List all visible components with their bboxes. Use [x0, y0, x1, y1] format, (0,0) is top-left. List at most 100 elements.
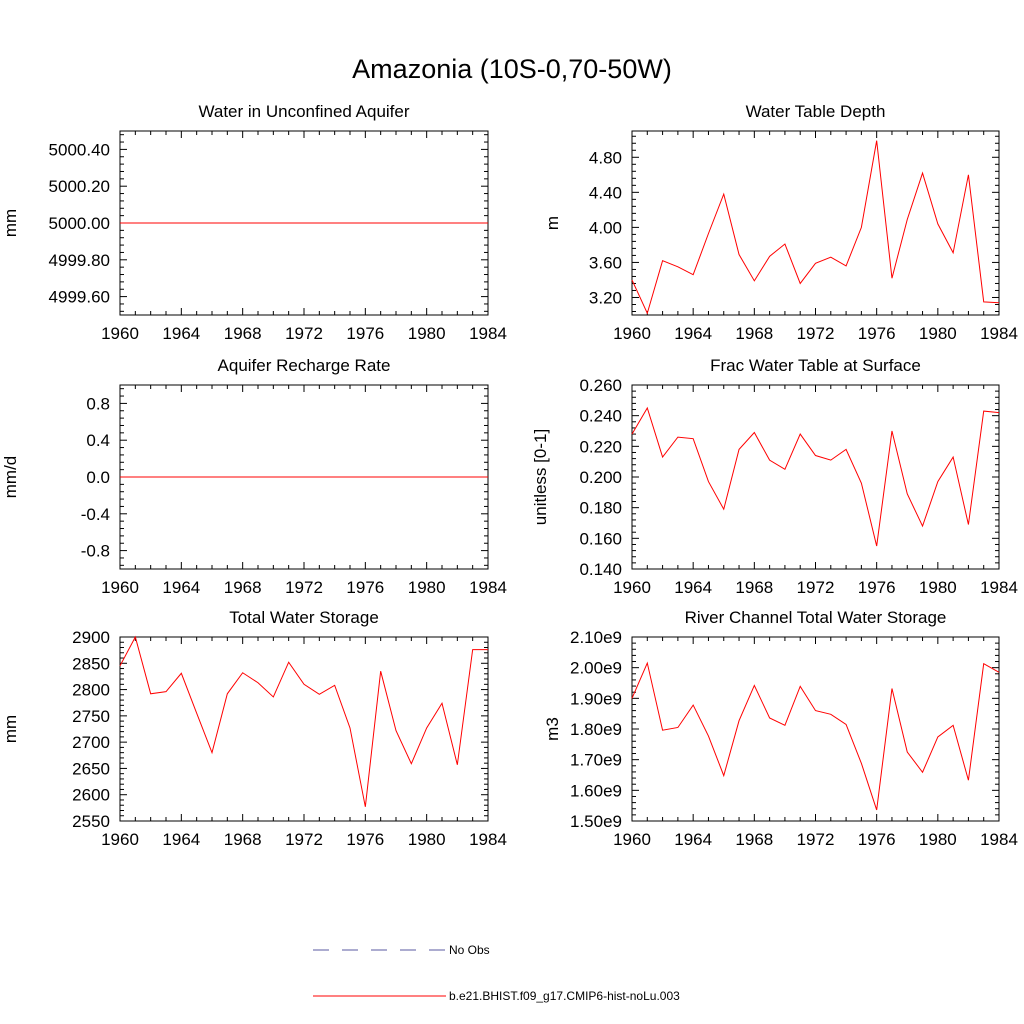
x-tick-label: 1984 — [469, 324, 507, 343]
x-tick-label: 1976 — [346, 830, 384, 849]
y-tick-label: 5000.00 — [49, 214, 110, 233]
x-tick-label: 1980 — [408, 324, 446, 343]
x-tick-label: 1976 — [346, 578, 384, 597]
x-tick-label: 1960 — [101, 830, 139, 849]
panel-water-in-unconfined-aquifer: Water in Unconfined Aquifer mm 1960 1964 196… — [1, 102, 507, 343]
x-tick-label: 1972 — [285, 578, 323, 597]
x-tick-label: 1964 — [162, 830, 200, 849]
x-tick-label: 1980 — [408, 578, 446, 597]
series-line — [119, 635, 488, 807]
y-tick-label: 2600 — [72, 786, 110, 805]
panel-title: River Channel Total Water Storage — [685, 608, 947, 627]
y-tick-label: 0.0 — [86, 468, 110, 487]
plot-frame — [119, 636, 489, 822]
y-tick-label: 3.20 — [589, 288, 622, 307]
x-tick-label: 1960 — [613, 324, 651, 343]
x-tick-label: 1984 — [980, 830, 1018, 849]
x-tick-label: 1976 — [858, 578, 896, 597]
y-tick-label: 4.40 — [589, 183, 622, 202]
y-axis-label: unitless [0-1] — [531, 429, 550, 525]
figure-title: Amazonia (10S-0,70-50W) — [352, 54, 672, 84]
panel-title: Total Water Storage — [229, 608, 379, 627]
x-tick-label: 1976 — [858, 324, 896, 343]
x-tick-label: 1960 — [101, 324, 139, 343]
y-tick-label: 0.180 — [579, 499, 622, 518]
x-tick-label: 1964 — [674, 830, 712, 849]
y-tick-label: 2850 — [72, 654, 110, 673]
x-tick-label: 1960 — [101, 578, 139, 597]
y-axis-label: mm — [1, 715, 20, 743]
y-tick-label: 2.10e9 — [570, 628, 622, 647]
y-tick-label: 2.00e9 — [570, 659, 622, 678]
y-tick-label: 0.160 — [579, 529, 622, 548]
legend: No Obs b.e21.BHIST.f09_g17.CMIP6-hist-no… — [313, 943, 680, 1003]
y-tick-label: 0.4 — [86, 431, 110, 450]
panel-title: Water in Unconfined Aquifer — [198, 102, 409, 121]
y-axis-label: mm/d — [1, 456, 20, 499]
x-tick-label: 1964 — [162, 324, 200, 343]
x-tick-label: 1972 — [797, 578, 835, 597]
y-tick-label: 2700 — [72, 733, 110, 752]
y-tick-label: 0.220 — [579, 437, 622, 456]
y-tick-label: 3.60 — [589, 253, 622, 272]
x-tick-label: 1972 — [797, 830, 835, 849]
y-tick-label: 0.140 — [579, 560, 622, 579]
plot-frame — [631, 384, 1000, 570]
x-tick-label: 1964 — [162, 578, 200, 597]
x-tick-label: 1976 — [858, 830, 896, 849]
y-tick-label: 4.80 — [589, 148, 622, 167]
y-tick-label: 1.50e9 — [570, 812, 622, 831]
series-line — [631, 140, 1000, 315]
y-tick-label: -0.4 — [81, 505, 110, 524]
y-tick-label: 1.60e9 — [570, 781, 622, 800]
y-tick-label: 0.200 — [579, 468, 622, 487]
x-tick-label: 1984 — [980, 324, 1018, 343]
y-tick-label: 1.80e9 — [570, 720, 622, 739]
x-tick-label: 1964 — [674, 578, 712, 597]
y-tick-label: 5000.40 — [49, 140, 110, 159]
y-tick-label: 1.70e9 — [570, 751, 622, 770]
x-tick-label: 1984 — [469, 830, 507, 849]
x-tick-label: 1976 — [346, 324, 384, 343]
series-line — [631, 661, 1000, 811]
x-tick-label: 1968 — [735, 324, 773, 343]
panel-title: Aquifer Recharge Rate — [218, 356, 391, 375]
y-tick-label: 4.00 — [589, 218, 622, 237]
x-tick-label: 1984 — [469, 578, 507, 597]
y-tick-label: 2550 — [72, 812, 110, 831]
x-tick-label: 1984 — [980, 578, 1018, 597]
y-tick-label: 1.90e9 — [570, 689, 622, 708]
y-axis-label: m — [543, 216, 562, 230]
x-tick-label: 1968 — [224, 830, 262, 849]
panel-frac-water-table-at-surface: Frac Water Table at Surface unitless [0-1… — [531, 356, 1018, 597]
x-tick-label: 1980 — [919, 578, 957, 597]
y-axis-label: m3 — [543, 717, 562, 741]
y-tick-label: 2750 — [72, 707, 110, 726]
x-tick-label: 1968 — [735, 830, 773, 849]
x-tick-label: 1960 — [613, 830, 651, 849]
legend-label-no-obs: No Obs — [449, 943, 490, 957]
y-tick-label: 0.260 — [579, 376, 622, 395]
x-tick-label: 1968 — [224, 324, 262, 343]
y-tick-label: -0.8 — [81, 542, 110, 561]
x-tick-label: 1980 — [408, 830, 446, 849]
y-tick-label: 0.240 — [579, 407, 622, 426]
x-tick-label: 1964 — [674, 324, 712, 343]
series-line — [631, 406, 1000, 547]
plot-frame — [631, 130, 1000, 316]
x-tick-label: 1972 — [797, 324, 835, 343]
y-tick-label: 4999.80 — [49, 251, 110, 270]
x-tick-label: 1968 — [224, 578, 262, 597]
panel-title: Frac Water Table at Surface — [710, 356, 921, 375]
x-tick-label: 1980 — [919, 830, 957, 849]
panel-water-table-depth: Water Table Depth m 1960 1964 1968 1972 1976 19… — [543, 102, 1018, 343]
y-tick-label: 4999.60 — [49, 288, 110, 307]
panel-total-water-storage: Total Water Storage mm 1960 1964 1968 1972 197… — [1, 608, 507, 849]
y-tick-label: 2650 — [72, 759, 110, 778]
x-tick-label: 1980 — [919, 324, 957, 343]
x-tick-label: 1972 — [285, 324, 323, 343]
plot-frame — [631, 636, 1000, 822]
x-tick-label: 1960 — [613, 578, 651, 597]
